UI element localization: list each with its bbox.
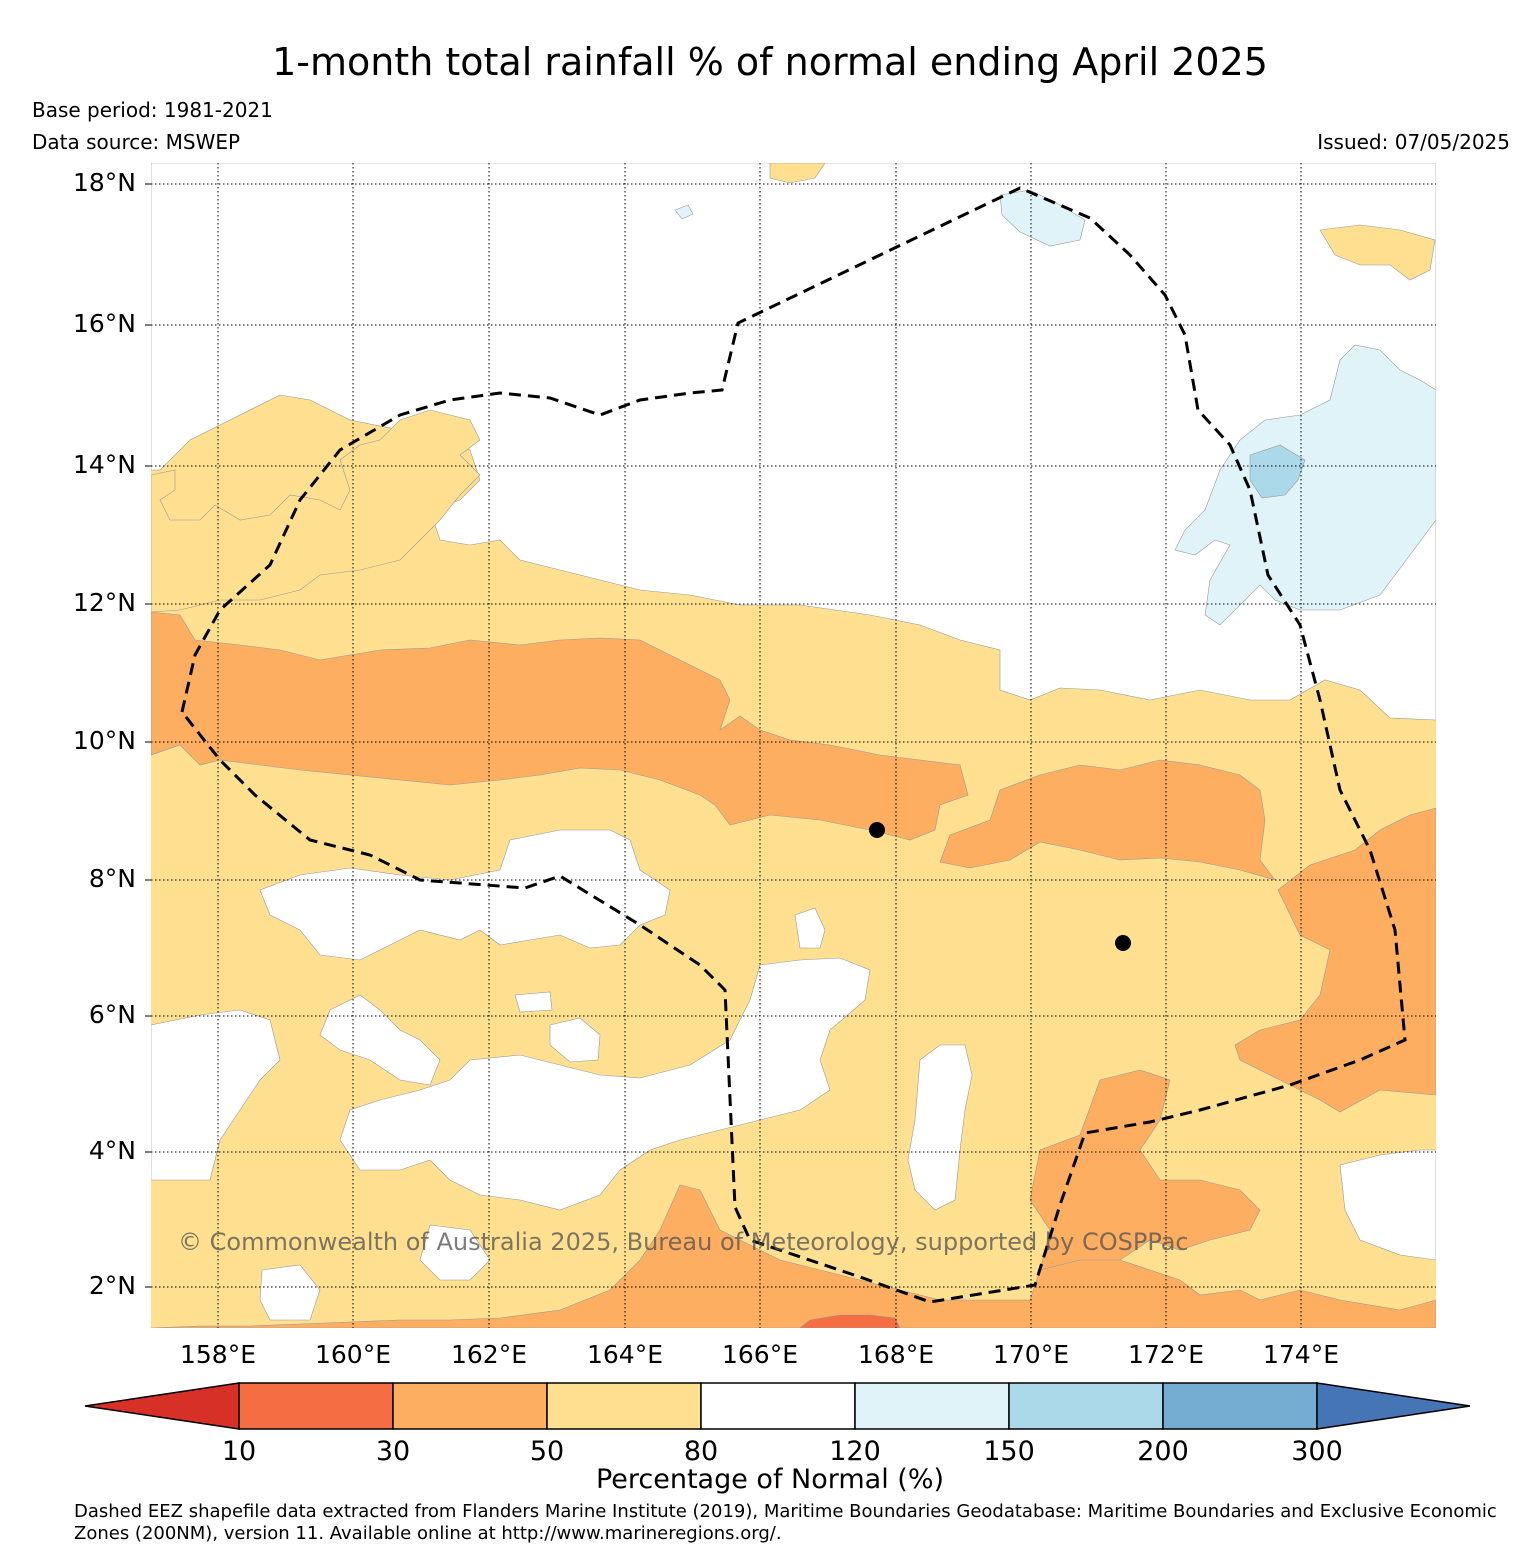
longitude-label: 160°E — [314, 1340, 391, 1369]
longitude-label: 172°E — [1127, 1340, 1204, 1369]
footnote: Dashed EEZ shapefile data extracted from… — [74, 1501, 1497, 1544]
copyright-watermark: © Commonwealth of Australia 2025, Bureau… — [178, 1228, 1189, 1256]
longitude-label: 166°E — [721, 1340, 798, 1369]
latitude-label: 6°N — [88, 1000, 136, 1029]
colorbar-segment — [1162, 1382, 1318, 1430]
rainfall-band-30-50-south — [151, 1069, 1436, 1328]
longitude-label: 168°E — [857, 1340, 934, 1369]
rainfall-band-30-50-far-east — [1234, 807, 1436, 1113]
colorbar-extend-low — [84, 1382, 240, 1430]
rainfall-band-10-30-south — [799, 1314, 901, 1328]
island-dot — [869, 822, 885, 838]
rainfall-band-120-150-ne — [1174, 344, 1436, 626]
latitude-label: 16°N — [72, 309, 136, 338]
colorbar-tick-label: 300 — [1291, 1436, 1343, 1467]
latitude-label: 8°N — [88, 864, 136, 893]
rainfall-band-80-120-east — [907, 1044, 973, 1211]
data-source-label: Data source: MSWEP — [32, 130, 241, 154]
latitude-label: 14°N — [72, 450, 136, 479]
rainfall-band-120-150-north — [999, 189, 1086, 247]
rainfall-band-80-120-small-6 — [514, 991, 553, 1013]
rainfall-band-50-80-north-patch — [151, 409, 481, 613]
colorbar-tick-label: 80 — [683, 1436, 719, 1467]
rainfall-field — [151, 163, 1436, 1328]
longitude-label: 170°E — [992, 1340, 1069, 1369]
rainfall-band-50-80-north-patch-3 — [769, 163, 826, 184]
rainfall-band-50-80-north-patch-2 — [1319, 224, 1436, 281]
latitude-label: 4°N — [88, 1136, 136, 1165]
latitude-label: 10°N — [72, 726, 136, 755]
rainfall-band-80-120-west — [259, 829, 671, 961]
colorbar-segment — [238, 1382, 394, 1430]
colorbar-tick-label: 10 — [221, 1436, 257, 1467]
map-title: 1-month total rainfall % of normal endin… — [272, 40, 1268, 84]
latitude-label: 12°N — [72, 588, 136, 617]
colorbar-title: Percentage of Normal (%) — [595, 1464, 945, 1495]
rainfall-band-80-120-small-1 — [549, 1017, 601, 1063]
longitude-label: 174°E — [1262, 1340, 1339, 1369]
issued-date-label: Issued: 07/05/2025 — [1317, 130, 1510, 154]
colorbar-tick-label: 200 — [1137, 1436, 1189, 1467]
colorbar-tick-label: 120 — [829, 1436, 881, 1467]
rainfall-band-80-120-north — [151, 163, 1436, 721]
latitude-label: 2°N — [88, 1271, 136, 1300]
colorbar-segment — [700, 1382, 856, 1430]
longitude-label: 164°E — [586, 1340, 663, 1369]
colorbar-segment — [854, 1382, 1010, 1430]
rainfall-band-80-120-small-5 — [259, 1264, 321, 1321]
rainfall-band-80-120-small-2 — [794, 907, 826, 949]
rainfall-band-80-120-sw — [151, 1009, 281, 1181]
colorbar-segment — [546, 1382, 702, 1430]
longitude-label: 158°E — [179, 1340, 256, 1369]
colorbar-tick-label: 150 — [983, 1436, 1035, 1467]
colorbar — [84, 1382, 1471, 1430]
colorbar-segment — [392, 1382, 548, 1430]
latitude-label: 18°N — [72, 168, 136, 197]
rainfall-band-150-200-ne — [1249, 444, 1306, 499]
rainfall-band-80-120-center — [339, 957, 871, 1211]
rainfall-band-80-120-center-2 — [319, 994, 441, 1086]
longitude-label: 162°E — [450, 1340, 527, 1369]
island-dot — [1115, 935, 1131, 951]
colorbar-extend-high — [1316, 1382, 1471, 1430]
rainfall-band-30-50-west — [151, 611, 969, 841]
colorbar-tick-label: 50 — [529, 1436, 565, 1467]
colorbar-segment — [1008, 1382, 1164, 1430]
colorbar-tick-label: 30 — [375, 1436, 411, 1467]
rainfall-band-80-120-small-3 — [1339, 1149, 1436, 1261]
rainfall-band-30-50-east — [939, 759, 1276, 881]
graticule — [145, 163, 1436, 1328]
rainfall-band-80-120-small-4 — [419, 1224, 491, 1281]
rainfall-band-120-150-small — [674, 204, 694, 220]
base-period-label: Base period: 1981-2021 — [32, 98, 273, 122]
